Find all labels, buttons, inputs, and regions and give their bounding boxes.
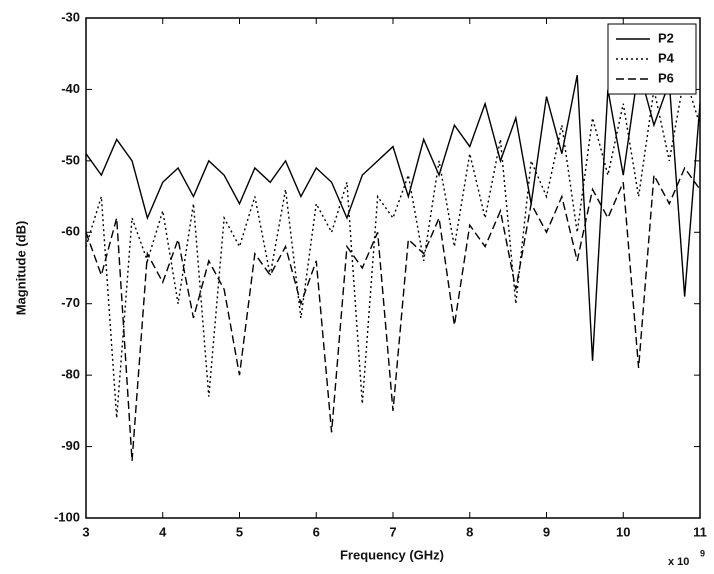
x-tick-label: 7 [389,524,396,539]
y-tick-label: -80 [61,367,80,382]
data-line [85,166,701,461]
legend-box [607,23,697,95]
x-tick-label: 8 [466,524,473,539]
y-tick-label: -100 [54,509,80,524]
y-axis-label: Magnitude (dB) [13,221,28,316]
data-line [85,74,701,419]
y-tick-label: -60 [61,224,80,239]
legend-label: P6 [658,70,674,85]
x-tick-label: 9 [543,524,550,539]
x-tick-label: 6 [313,524,320,539]
legend-label: P4 [658,50,675,65]
x-tick-label: 3 [82,524,89,539]
x-tick-label: 11 [693,524,707,539]
x-tick-label: 5 [236,524,243,539]
y-tick-label: -90 [61,438,80,453]
x-axis-label: Frequency (GHz) [340,547,444,562]
y-tick-label: -50 [61,152,80,167]
x-multiplier-exponent: 9 [700,548,705,558]
y-tick-label: -30 [61,9,80,24]
data-line [85,67,701,361]
x-multiplier: x 10 [668,556,689,568]
y-tick-label: -70 [61,295,80,310]
x-tick-label: 4 [159,524,167,539]
x-tick-label: 10 [616,524,630,539]
legend-label: P2 [658,30,674,45]
y-tick-label: -40 [61,81,80,96]
